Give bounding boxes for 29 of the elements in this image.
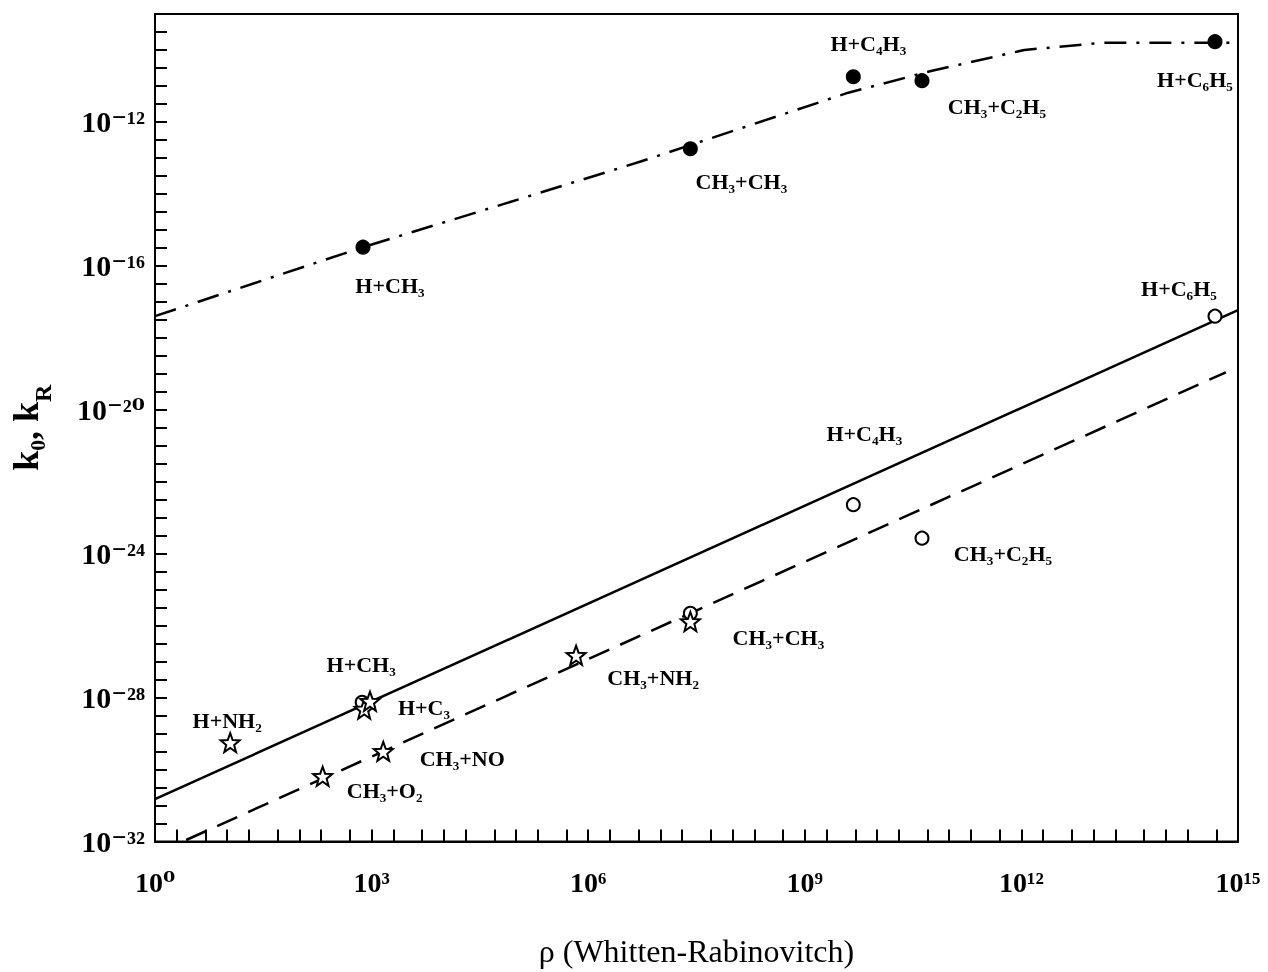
x-axis-title: ρ (Whitten-Rabinovitch)	[538, 933, 855, 969]
annotation: CH₃+C₂H₅	[947, 94, 1047, 120]
y-tick-label: 10⁻²⁸	[81, 681, 145, 715]
y-tick-label: 10⁻¹⁶	[81, 249, 145, 283]
annotation: CH₃+C₂H₅	[953, 540, 1053, 566]
annotation: CH₃+NO	[419, 745, 505, 771]
x-tick-label: 10¹²	[999, 866, 1044, 898]
annotation: CH₃+O₂	[346, 777, 423, 803]
annotation: H+C₃	[397, 694, 451, 720]
annotation: CH₃+CH₃	[732, 625, 825, 651]
annotation: H+CH₃	[355, 272, 426, 298]
annotation: CH₃+CH₃	[695, 169, 788, 195]
annotation: H+C₆H₅	[1141, 275, 1218, 301]
annotation: H+C₆H₅	[1157, 67, 1234, 93]
x-tick-label: 10³	[353, 866, 390, 898]
x-tick-label: 10¹⁵	[1215, 866, 1261, 898]
y-tick-label: 10⁻¹²	[81, 105, 145, 139]
y-tick-label: 10⁻²⁴	[81, 537, 145, 571]
annotation: CH₃+NH₂	[607, 664, 700, 690]
y-tick-label: 10⁻²⁰	[77, 393, 145, 427]
annotation: H+C₄H₃	[830, 31, 907, 57]
y-tick-label: 10⁻³²	[81, 825, 145, 858]
x-tick-label: 10⁰	[134, 866, 176, 898]
annotation: H+C₄H₃	[826, 421, 903, 447]
annotation: H+NH₂	[192, 708, 263, 734]
x-tick-label: 10⁶	[570, 866, 607, 898]
annotation: H+CH₃	[326, 651, 397, 677]
y-axis-title: k₀, kR	[6, 384, 56, 471]
x-tick-label: 10⁹	[786, 866, 823, 898]
